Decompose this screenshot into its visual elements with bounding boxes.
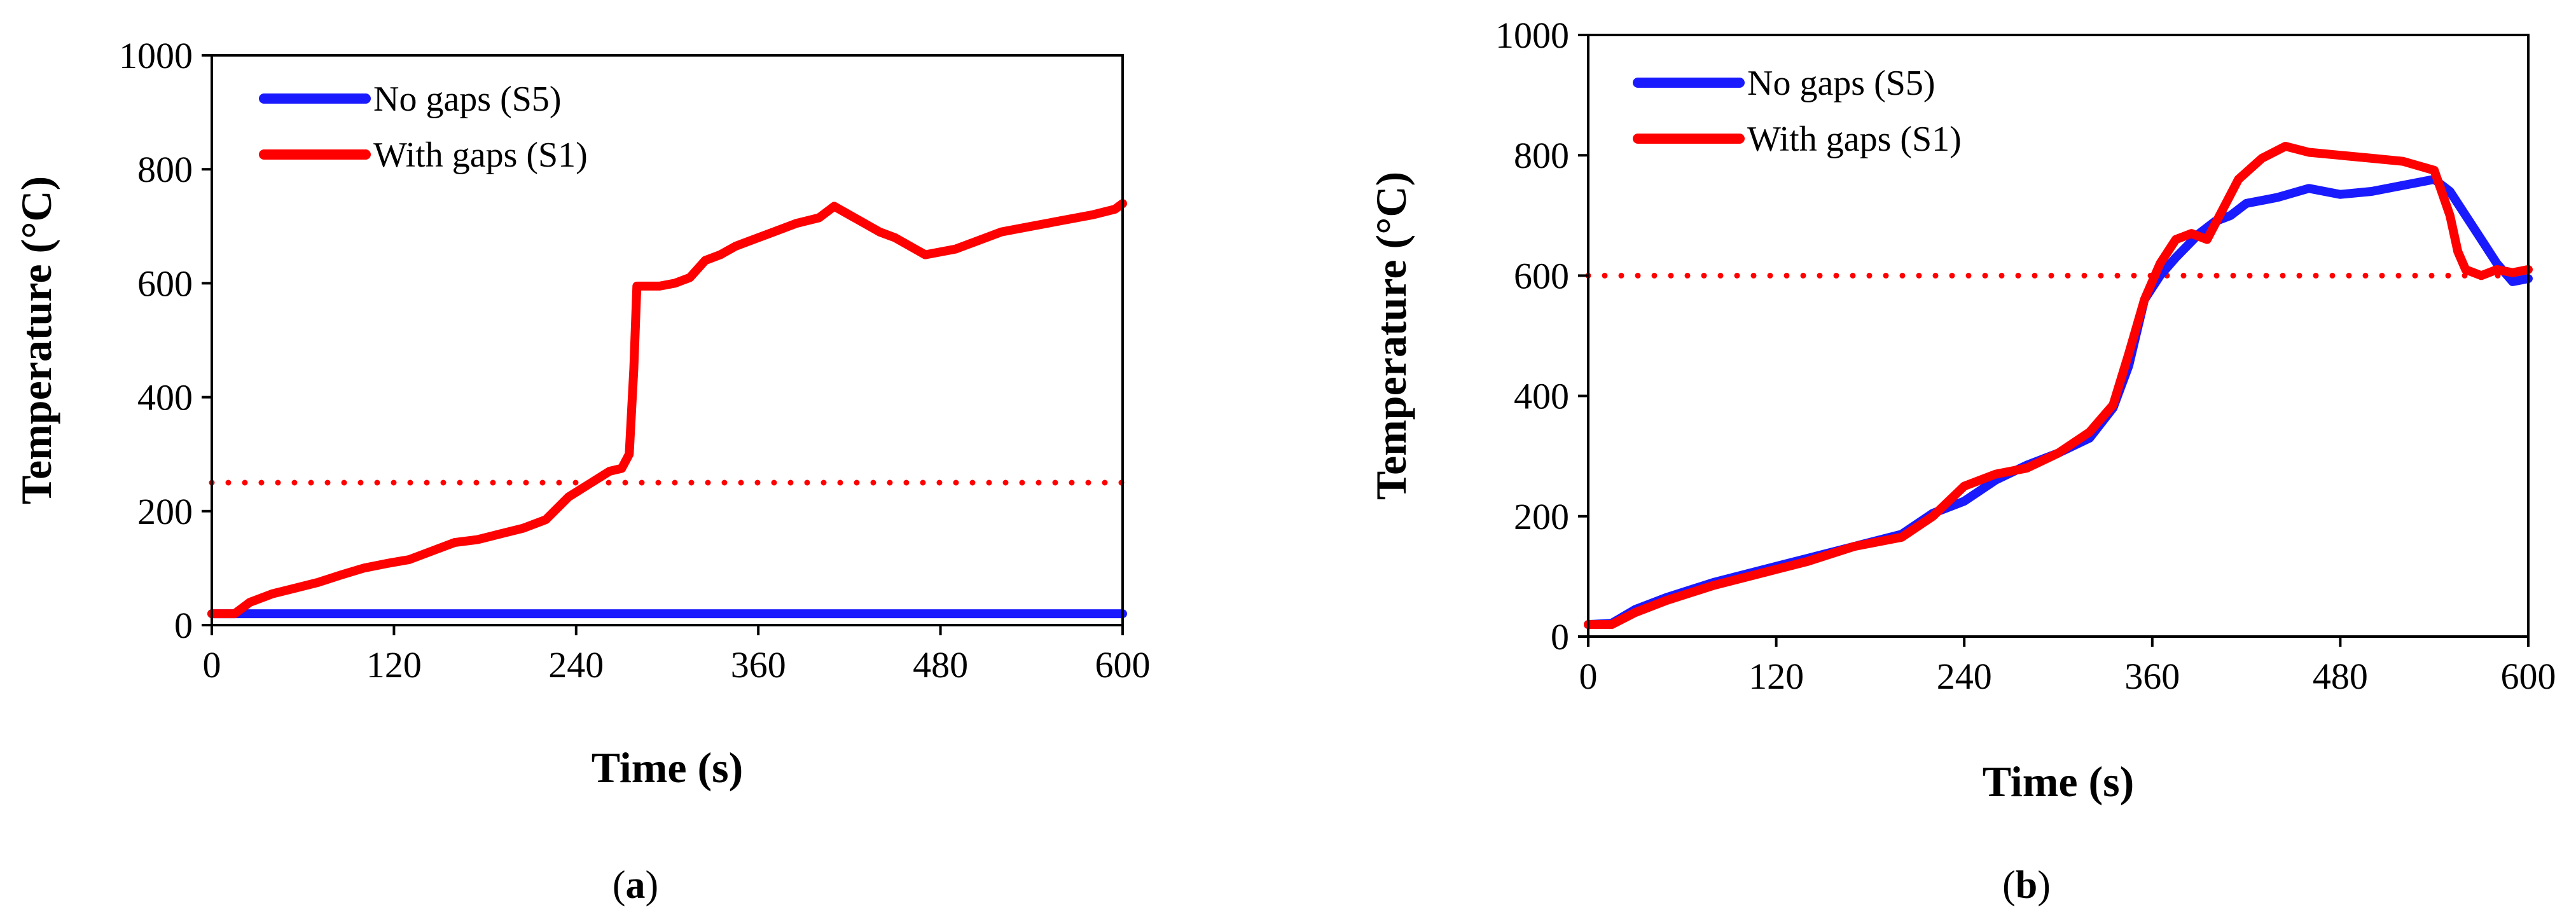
y-tick-label: 200 <box>137 491 193 532</box>
panel-label-letter: b <box>2016 864 2037 907</box>
y-tick-label: 800 <box>137 149 193 190</box>
x-tick-label: 240 <box>1937 656 1992 697</box>
x-tick-label: 120 <box>1748 656 1804 697</box>
legend-label: No gaps (S5) <box>1747 64 1935 103</box>
panel-label-open-paren: ( <box>613 864 626 907</box>
y-tick-label: 400 <box>1514 376 1569 417</box>
x-tick-label: 360 <box>2124 656 2180 697</box>
legend-label: With gaps (S1) <box>1747 120 1962 159</box>
y-tick-label: 400 <box>137 377 193 418</box>
y-tick-label: 600 <box>1514 255 1569 296</box>
x-tick-label: 360 <box>731 644 786 686</box>
panel-label: (a) <box>613 864 658 907</box>
y-tick-label: 800 <box>1514 135 1569 176</box>
x-tick-label: 120 <box>366 644 422 686</box>
x-tick-label: 0 <box>203 644 221 686</box>
legend: No gaps (S5) With gaps (S1) <box>259 79 588 175</box>
x-axis-title: Time (s) <box>592 743 744 792</box>
x-tick-label: 0 <box>1579 656 1598 697</box>
panel-label: (b) <box>2002 864 2051 907</box>
y-tick-label: 200 <box>1514 496 1569 537</box>
y-axis-title: Temperature (°C) <box>1367 172 1415 500</box>
series-line-with-gaps <box>207 199 1127 619</box>
legend-label: With gaps (S1) <box>373 135 588 175</box>
x-tick-label: 240 <box>548 644 604 686</box>
series-line-with-gaps <box>1584 142 2533 630</box>
series-line-no-gaps <box>1584 175 2533 630</box>
chart-panel-a: 0 120 240 360 480 600 0 200 400 600 800 1000 Time (s… <box>12 35 1151 907</box>
y-tick-label: 1000 <box>1495 15 1569 56</box>
legend-label: No gaps (S5) <box>373 79 562 119</box>
panel-label-close-paren: ) <box>2037 864 2051 907</box>
plot-frame <box>211 54 1124 626</box>
x-tick-label: 600 <box>2501 656 2556 697</box>
legend: No gaps (S5) With gaps (S1) <box>1633 64 1962 159</box>
x-tick-label: 480 <box>913 644 968 686</box>
panel-label-close-paren: ) <box>646 864 659 907</box>
x-tick-label: 480 <box>2313 656 2368 697</box>
x-tick-label: 600 <box>1095 644 1151 686</box>
plot-frame <box>1587 34 2530 638</box>
y-tick-label: 0 <box>1551 616 1569 658</box>
x-axis-title: Time (s) <box>1983 757 2135 806</box>
y-axis-title: Temperature (°C) <box>12 176 60 504</box>
y-tick-label: 600 <box>137 263 193 304</box>
panel-label-letter: a <box>626 864 646 907</box>
y-tick-label: 1000 <box>119 35 193 76</box>
y-tick-label: 0 <box>174 605 193 646</box>
chart-panel-b: 0 120 240 360 480 600 0 200 400 600 800 1000 Time (s… <box>1367 15 2556 907</box>
panel-label-open-paren: ( <box>2002 864 2016 907</box>
